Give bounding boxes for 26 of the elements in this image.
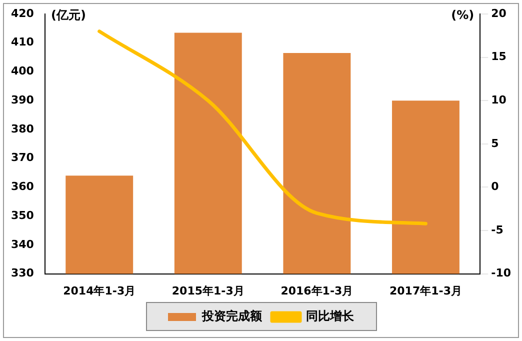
legend-label: 投资完成额 [201,309,263,324]
x-tick-label: 2017年1-3月 [389,284,462,298]
y-tick-label: 420 [10,6,34,20]
y-axis-title: (亿元) [50,8,86,22]
y2-tick-label: 15 [491,50,506,64]
y-tick-label: 380 [10,122,34,136]
y2-tick-label: 0 [491,180,500,194]
y2-axis-title: (%) [451,8,474,22]
y-tick-label: 340 [10,238,34,251]
x-tick-label: 2016年1-3月 [280,284,354,298]
x-tick-label: 2014年1-3月 [63,284,136,298]
y-tick-label: 350 [10,208,34,222]
y2-tick-label: 5 [491,136,499,150]
y-tick-label: 410 [10,36,34,49]
y2-tick-label: -10 [491,266,512,280]
y2-tick-label: -5 [491,223,504,236]
y-tick-label: 330 [10,266,34,280]
line-series [98,30,428,226]
y2-tick-label: 20 [491,6,507,20]
y-tick-label: 360 [10,180,34,194]
y-tick-label: 370 [10,151,34,164]
x-tick-label: 2015年1-3月 [172,284,244,298]
y2-tick-label: 10 [491,93,507,106]
y-tick-label: 400 [10,64,34,78]
y-tick-label: 390 [10,93,34,106]
legend-label: 同比增长 [306,309,355,324]
